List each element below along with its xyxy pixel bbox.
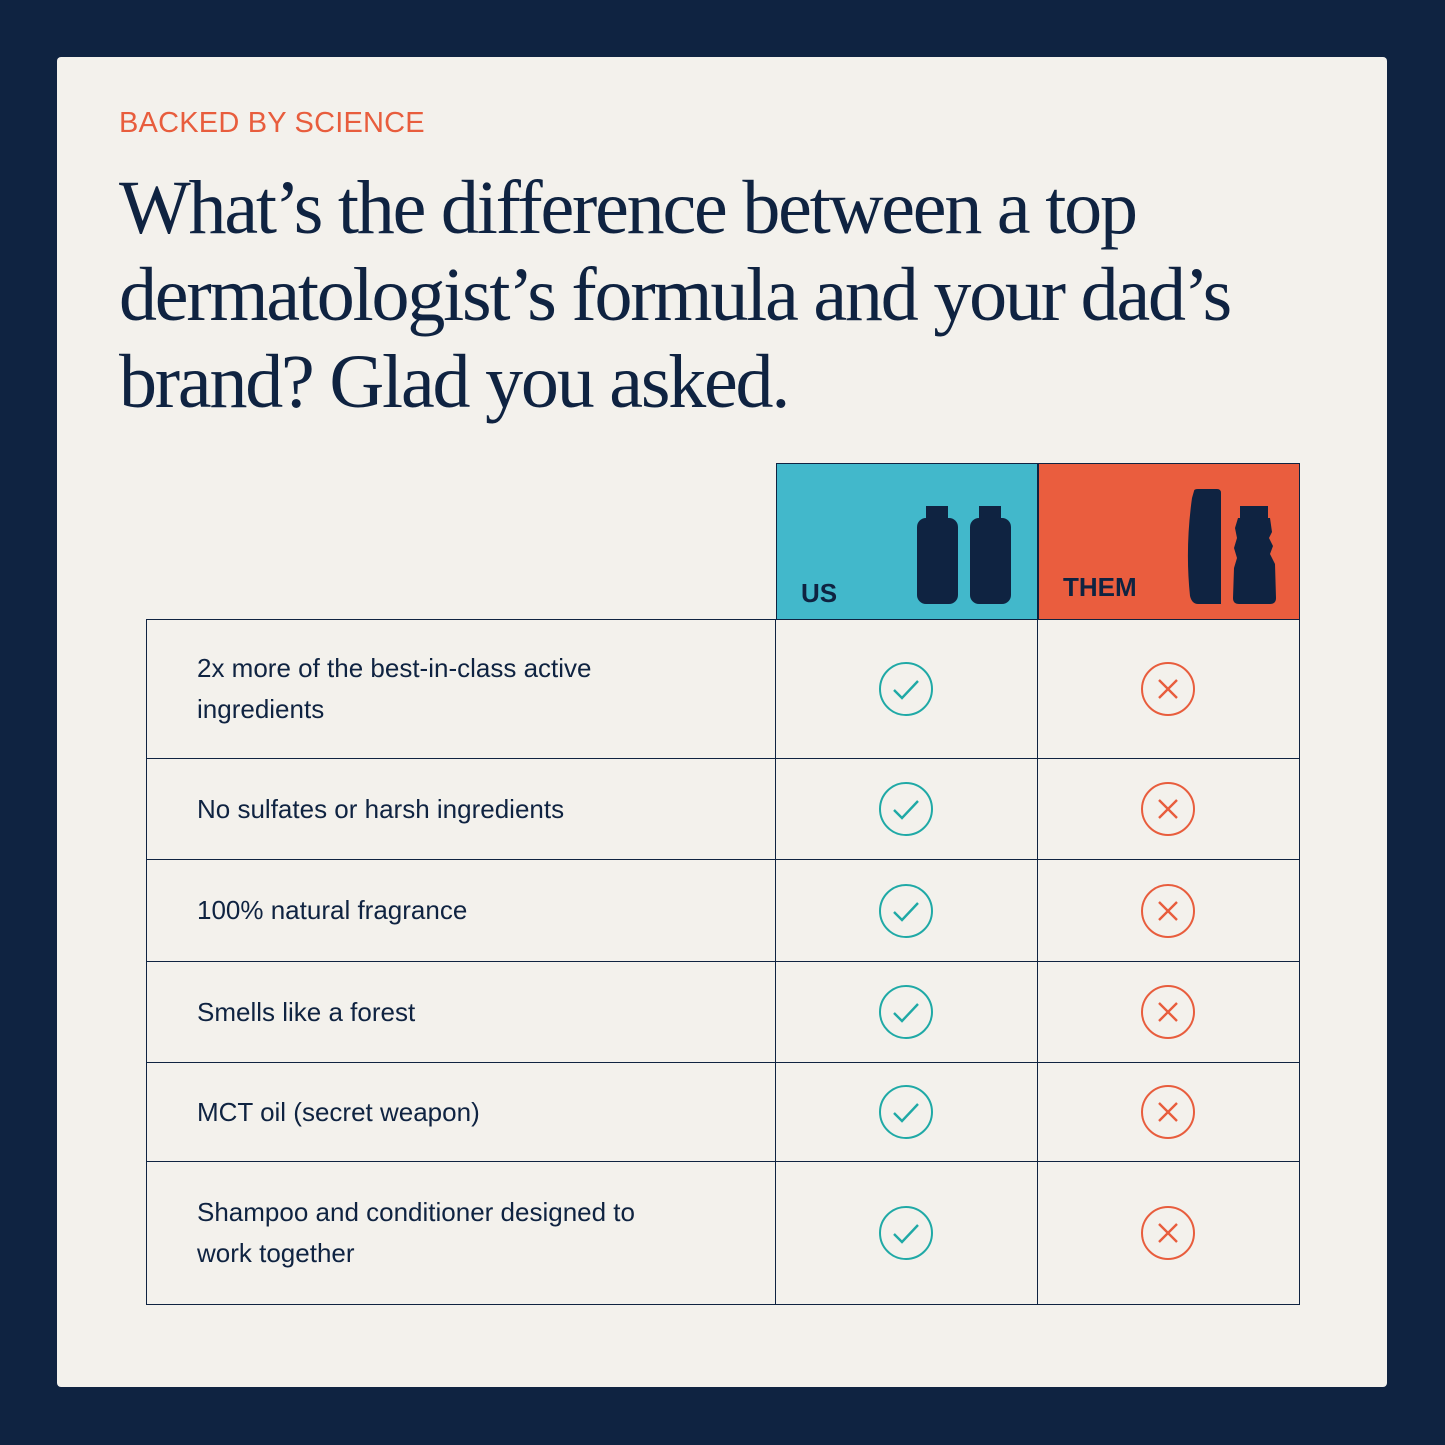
feature-cell: No sulfates or harsh ingredients — [147, 759, 776, 859]
column-header-us: US — [776, 463, 1038, 619]
bottles-us-icon — [917, 506, 1011, 604]
them-cell — [1038, 860, 1299, 961]
table-row: 100% natural fragrance — [147, 859, 1299, 961]
us-cell — [776, 759, 1038, 859]
them-cell — [1038, 620, 1299, 758]
x-icon — [1141, 1085, 1196, 1139]
column-header-them: THEM — [1038, 463, 1300, 619]
bottles-them-icon — [1187, 489, 1276, 604]
us-cell — [776, 860, 1038, 961]
check-icon — [879, 662, 934, 716]
feature-label: 2x more of the best-in-class active ingr… — [197, 653, 592, 724]
feature-cell: 100% natural fragrance — [147, 860, 776, 961]
table-row: Smells like a forest — [147, 961, 1299, 1062]
them-cell — [1038, 962, 1299, 1062]
table-row: Shampoo and conditioner designed to work… — [147, 1161, 1299, 1304]
us-cell — [776, 962, 1038, 1062]
us-cell — [776, 1063, 1038, 1161]
x-icon — [1141, 1206, 1196, 1260]
check-icon — [879, 1206, 934, 1260]
page-title: What’s the difference between a top derm… — [119, 166, 1232, 424]
check-icon — [879, 1085, 934, 1139]
x-icon — [1141, 985, 1196, 1039]
us-cell — [776, 1162, 1038, 1304]
feature-cell: Shampoo and conditioner designed to work… — [147, 1162, 776, 1304]
card: BACKED BY SCIENCE What’s the difference … — [57, 57, 1387, 1387]
check-icon — [879, 985, 934, 1039]
feature-label: 100% natural fragrance — [197, 895, 468, 925]
feature-label: MCT oil (secret weapon) — [197, 1096, 480, 1127]
us-cell — [776, 620, 1038, 758]
feature-cell: Smells like a forest — [147, 962, 776, 1062]
feature-cell: MCT oil (secret weapon) — [147, 1063, 776, 1161]
x-icon — [1141, 662, 1196, 716]
table-row: 2x more of the best-in-class active ingr… — [147, 620, 1299, 758]
feature-label: No sulfates or harsh ingredients — [197, 793, 565, 824]
check-icon — [879, 883, 934, 938]
check-icon — [879, 782, 934, 836]
feature-label: Smells like a forest — [197, 996, 416, 1027]
x-icon — [1141, 883, 1196, 938]
table-row: No sulfates or harsh ingredients — [147, 758, 1299, 859]
feature-cell: 2x more of the best-in-class active ingr… — [147, 620, 776, 758]
column-label-them: THEM — [1063, 572, 1137, 602]
them-cell — [1038, 759, 1299, 859]
them-cell — [1038, 1063, 1299, 1161]
eyebrow: BACKED BY SCIENCE — [119, 107, 425, 139]
x-icon — [1141, 782, 1196, 836]
column-label-us: US — [801, 578, 838, 608]
them-cell — [1038, 1162, 1299, 1304]
comparison-table: 2x more of the best-in-class active ingr… — [146, 619, 1300, 1305]
table-row: MCT oil (secret weapon) — [147, 1062, 1299, 1161]
feature-label: Shampoo and conditioner designed to work… — [197, 1197, 635, 1268]
